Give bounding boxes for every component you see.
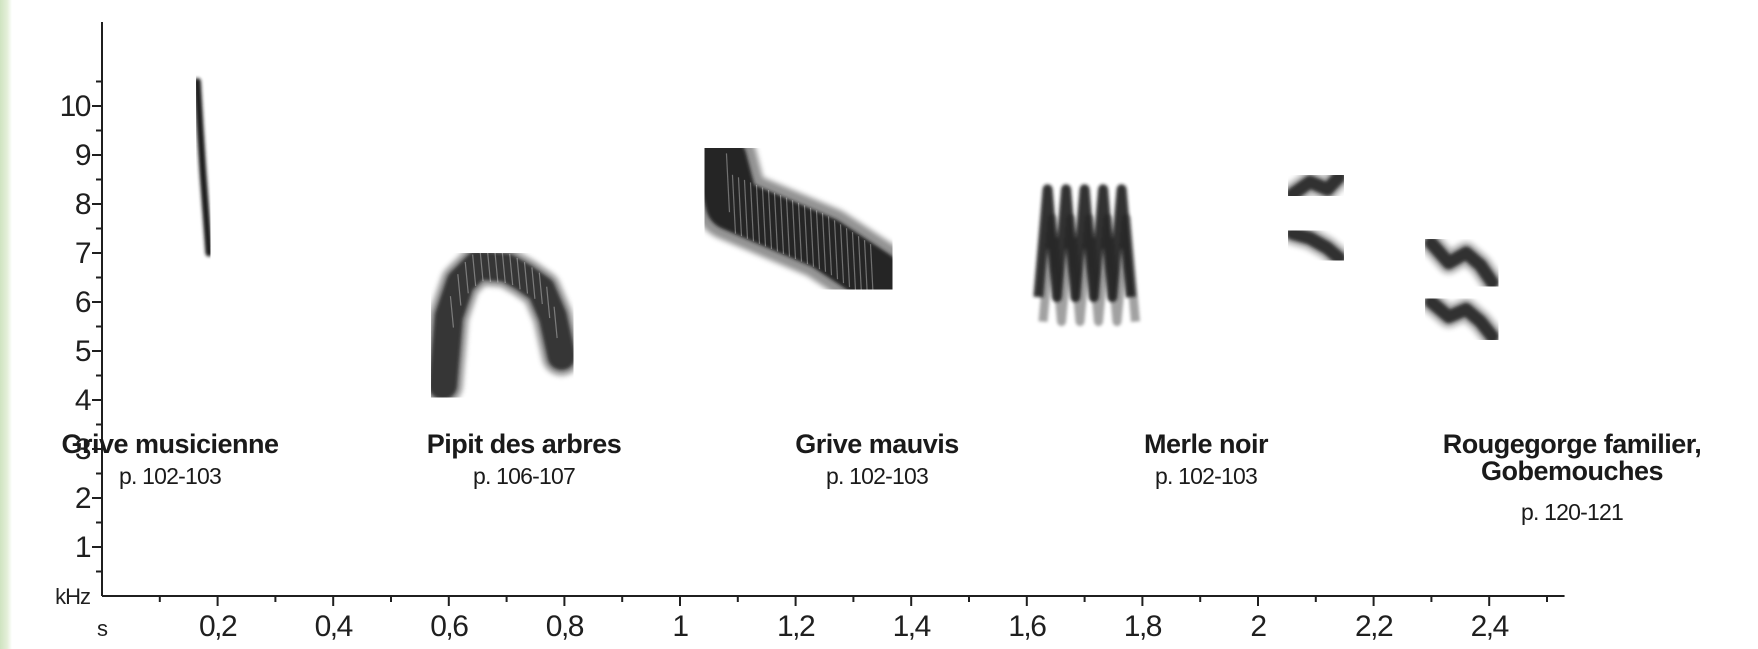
sound-trace-texture [857,236,863,296]
sound-trace-texture [869,244,875,303]
sound-trace-texture [464,261,469,294]
sound-trace-texture [773,192,779,252]
sound-trace-texture [486,250,492,282]
species-page-ref: p. 106-107 [473,463,575,489]
sound-trace-texture [761,187,767,247]
sound-trace-texture [815,210,821,270]
sound-trace-texture [449,296,455,328]
sound-trace-note [1424,295,1499,343]
species-page-ref: p. 120-121 [1521,499,1623,525]
y-tick-label: 4 [75,384,91,417]
sound-trace-texture [538,272,543,305]
x-tick-label: 1,6 [1008,610,1046,643]
chart-axes: 1 2 3 4 5 6 7 8 9 10 kHz 0,2 0,4 0,6 0,8 1 1,2 1,4 1,6 1,8 2… [55,22,1565,643]
sound-trace-texture [827,216,833,276]
species-label: Pipit des arbres p. 106-107 [427,429,622,489]
sound-trace-texture [546,286,551,319]
x-tick-label: 1,8 [1124,610,1162,643]
sound-trace-texture [749,182,755,242]
species-name: Gobemouches [1481,456,1663,486]
sound-trace-texture [501,251,506,284]
x-tick-label: 1,2 [777,610,815,643]
sound-trace-texture [479,249,484,282]
sound-trace-texture [755,184,761,244]
sound-trace-texture [833,220,839,280]
sound-trace-texture [767,190,773,249]
y-tick-label: 10 [60,90,91,123]
sound-trace-zigzag-primary [1033,184,1136,303]
sound-trace-texture [809,207,815,267]
x-tick-label: 1,4 [893,610,931,643]
species-name: Grive mauvis [795,429,959,459]
sound-trace-core [428,251,576,400]
species-page-ref: p. 102-103 [1155,463,1257,489]
species-label: Rougegorge familier,Gobemouches p. 120-12… [1443,429,1702,525]
sound-trace-texture [553,306,558,339]
sound-trace-texture [494,250,499,283]
x-tick-label: 2,4 [1471,610,1509,643]
species-label: Merle noir p. 102-103 [1144,429,1270,489]
sound-trace-texture [743,179,749,239]
sound-trace-note [1286,226,1346,265]
sound-trace-pipit-des-arbres [423,245,582,405]
y-tick-label: 7 [75,237,91,270]
x-axis-unit: s [97,616,108,641]
y-tick-label: 3 [75,433,91,466]
x-tick-label: 0,2 [199,610,237,643]
x-tick-label: 0,4 [315,610,353,643]
sound-trace-texture [845,228,851,288]
x-tick-label: 0,8 [546,610,584,643]
sound-trace-rougegorge-familier-gobemouches [1281,166,1504,348]
sound-trace-texture [797,202,803,262]
sound-trace-texture [839,224,845,284]
sound-trace-texture [791,200,797,260]
page-edge-strip [0,0,12,649]
x-tick-label: 2 [1250,610,1266,643]
sound-trace-texture [737,177,743,237]
sound-trace-grive-mauvis [683,123,914,315]
sound-trace-texture [803,205,809,265]
species-page-ref: p. 102-103 [119,463,221,489]
y-tick-label: 9 [75,139,91,172]
species-labels: Grive musicienne p. 102-103 Pipit des arbr… [61,429,1701,525]
sound-trace-texture [457,274,462,306]
sound-trace-grive-musicienne [193,78,213,257]
sound-trace-texture [523,262,529,294]
species-label: Grive mauvis p. 102-103 [795,429,959,489]
sound-trace-stroke [193,78,213,257]
sound-trace-texture [863,240,869,300]
sound-trace-merle-noir [1033,184,1140,327]
y-tick-label: 5 [75,335,91,368]
sound-trace-texture [725,153,731,213]
sound-trace-texture [516,257,521,290]
sound-trace-note [1286,170,1346,201]
sound-trace-texture [785,197,791,257]
sound-trace-texture [509,253,514,286]
species-label: Grive musicienne p. 102-103 [61,429,279,489]
x-tick-label: 0,6 [430,610,468,643]
species-name: Grive musicienne [61,429,279,459]
sound-trace-texture [531,267,536,299]
spectrogram-marks [193,78,1504,405]
sound-trace-core [694,133,903,304]
y-tick-label: 6 [75,286,91,319]
sound-trace-texture [779,195,785,254]
species-name: Merle noir [1144,429,1269,459]
species-name: Rougegorge familier, [1443,429,1702,459]
y-tick-label: 1 [75,531,91,564]
species-page-ref: p. 102-103 [826,463,928,489]
sound-trace-texture [851,232,857,292]
y-axis-unit: kHz [55,584,90,609]
y-tick-label: 2 [75,482,91,515]
x-tick-label: 2,2 [1355,610,1393,643]
x-tick-label: 1 [672,610,688,643]
species-name: Pipit des arbres [427,429,622,459]
sound-trace-texture [731,174,737,234]
y-tick-label: 8 [75,188,91,221]
sound-trace-texture [821,212,827,272]
sound-trace-texture [472,254,477,286]
sound-trace-note [1424,236,1499,289]
